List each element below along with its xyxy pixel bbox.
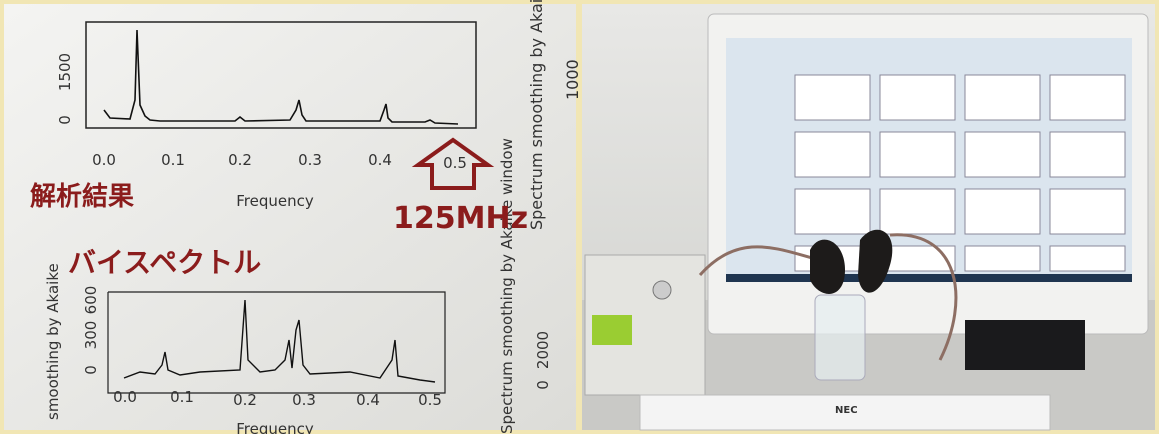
tick-label: 1500 (56, 53, 74, 91)
annotation: バイスペクトル (68, 246, 261, 279)
screen (4, 4, 576, 430)
annotation: 解析結果 (30, 181, 134, 212)
tick-label: 0.5 (443, 154, 467, 172)
bottom-plot-curve (123, 299, 436, 383)
left-caption: smoothing by Akaike (44, 263, 62, 420)
tick-label: 0.4 (356, 391, 380, 409)
tick-label: 0.1 (161, 151, 185, 169)
sample (858, 229, 893, 293)
glass-jar (814, 294, 866, 381)
bottom-plot-frame (107, 291, 446, 394)
oscilloscope (965, 320, 1085, 370)
plot-grid (794, 74, 1126, 272)
tick-label: 0.3 (292, 391, 316, 409)
tick-label: 0.4 (368, 151, 392, 169)
side-tick: 0 (534, 380, 552, 390)
left-photo: 0.0 0.1 0.2 0.3 0.4 0.5 0 1500 Frequency… (4, 0, 582, 434)
tick-label: 300 (82, 321, 100, 350)
bottom-x-ticks: 0.0 0.1 0.2 0.3 0.4 0.5 (113, 388, 442, 409)
sample (810, 239, 845, 294)
axis-label: Frequency (236, 192, 314, 210)
keyboard (639, 394, 1051, 431)
tick-label: 0.3 (298, 151, 322, 169)
tick-label: 600 (82, 286, 100, 315)
side-caption: Spectrum smoothing by Akaike window (498, 138, 516, 434)
tick-label: 0.2 (228, 151, 252, 169)
tick-label: 0.0 (113, 388, 137, 406)
tick-label: 0 (82, 365, 100, 375)
tick-label: 0.0 (92, 151, 116, 169)
side-caption: Spectrum smoothing by Akaike (527, 0, 546, 230)
tick-label: 0.5 (418, 391, 442, 409)
tick-label: 0.2 (233, 391, 257, 409)
cable (698, 245, 821, 276)
top-x-ticks: 0.0 0.1 0.2 0.3 0.4 0.5 (92, 151, 467, 172)
taskbar (726, 274, 1132, 282)
top-plot-frame (85, 21, 477, 129)
top-plot-curve (103, 29, 459, 125)
tick-label: 0.1 (170, 388, 194, 406)
right-photo: NEC (582, 4, 1155, 431)
brand: NEC (835, 405, 858, 416)
annotation: 125MHz (393, 201, 528, 236)
axis-label: Frequency (236, 420, 314, 434)
arrow (411, 137, 495, 190)
tick-label: 0 (56, 115, 74, 125)
side-tick: 2000 (534, 331, 552, 369)
cable (889, 233, 958, 361)
side-tick: 1000 (563, 59, 582, 100)
lcd (592, 315, 632, 345)
